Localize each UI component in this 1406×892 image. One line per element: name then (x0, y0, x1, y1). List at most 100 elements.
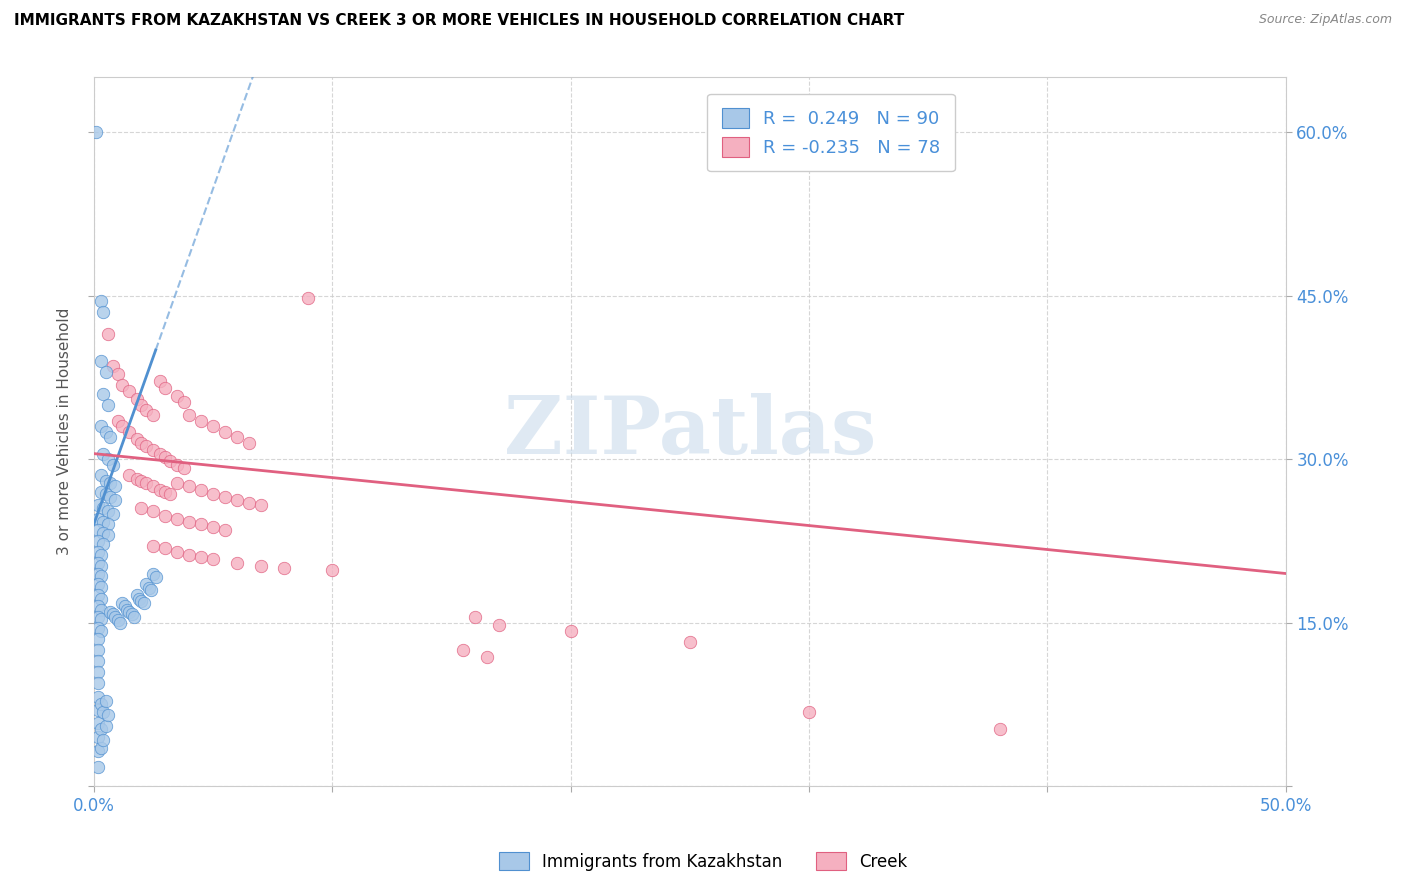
Point (453, 643, 475, 657)
Point (166, 512, 188, 526)
Point (225, 430, 247, 444)
Point (94, 474, 117, 488)
Point (128, 591, 150, 606)
Point (149, 374, 172, 388)
Point (166, 389, 188, 403)
Point (238, 435, 260, 450)
Point (87, 744, 110, 758)
Legend: Immigrants from Kazakhstan, Creek: Immigrants from Kazakhstan, Creek (491, 844, 915, 880)
Point (90, 484, 112, 499)
Legend: R =  0.249   N = 90, R = -0.235   N = 78: R = 0.249 N = 90, R = -0.235 N = 78 (707, 94, 955, 171)
Point (87, 675, 110, 690)
Point (87, 512, 110, 526)
Point (90, 698, 112, 712)
Point (238, 496, 260, 510)
Point (90, 723, 112, 737)
Point (101, 458, 124, 472)
Point (91, 516, 114, 530)
Point (131, 474, 153, 488)
Point (118, 425, 141, 439)
Point (90, 558, 112, 573)
Point (108, 615, 131, 630)
Point (155, 541, 177, 556)
Point (214, 490, 236, 504)
Point (155, 508, 177, 523)
Point (97, 504, 120, 518)
Point (249, 498, 271, 512)
Point (87, 599, 110, 614)
Point (560, 624, 582, 639)
Point (111, 378, 134, 392)
Point (100, 490, 122, 504)
Point (142, 443, 165, 458)
Point (177, 548, 200, 562)
Text: ZIPatlas: ZIPatlas (503, 392, 876, 471)
Point (87, 632, 110, 646)
Point (91, 305, 114, 319)
Point (149, 483, 172, 497)
Point (90, 741, 112, 756)
Point (97, 452, 120, 467)
Point (87, 703, 110, 717)
Point (118, 468, 141, 483)
Point (273, 561, 295, 575)
Point (797, 705, 820, 719)
Point (90, 624, 112, 639)
Point (131, 398, 153, 412)
Point (90, 612, 112, 626)
Point (135, 476, 157, 491)
Point (90, 354, 112, 368)
Point (91, 501, 114, 516)
Point (87, 498, 110, 512)
Point (142, 409, 165, 423)
Point (135, 439, 157, 453)
Point (201, 487, 224, 501)
Point (118, 605, 141, 619)
Point (155, 450, 177, 464)
Point (177, 516, 200, 530)
Point (125, 588, 148, 602)
Point (87, 654, 110, 668)
Point (125, 433, 148, 447)
Point (225, 493, 247, 508)
Point (87, 533, 110, 548)
Point (91, 537, 114, 551)
Point (225, 556, 247, 570)
Point (101, 607, 124, 621)
Point (166, 476, 188, 491)
Point (177, 409, 200, 423)
Point (249, 558, 271, 573)
Point (94, 487, 117, 501)
Point (131, 594, 153, 608)
Point (173, 395, 195, 409)
Point (90, 580, 112, 594)
Point (87, 545, 110, 559)
Point (121, 607, 143, 621)
Point (94, 425, 117, 439)
Point (488, 617, 510, 632)
Point (87, 690, 110, 704)
Point (91, 447, 114, 461)
Point (104, 493, 127, 508)
Point (135, 577, 157, 591)
Point (464, 610, 486, 624)
Point (155, 484, 177, 499)
Point (201, 419, 224, 434)
Point (91, 386, 114, 401)
Point (190, 550, 212, 565)
Point (135, 403, 157, 417)
Point (166, 545, 188, 559)
Point (87, 556, 110, 570)
Point (122, 610, 145, 624)
Point (132, 596, 155, 610)
Point (100, 430, 122, 444)
Point (87, 715, 110, 730)
Point (138, 581, 160, 595)
Point (201, 519, 224, 533)
Point (149, 447, 172, 461)
Point (87, 730, 110, 744)
Point (97, 398, 120, 412)
Point (118, 384, 141, 399)
Y-axis label: 3 or more Vehicles in Household: 3 or more Vehicles in Household (58, 308, 72, 556)
Point (84, 125, 107, 139)
